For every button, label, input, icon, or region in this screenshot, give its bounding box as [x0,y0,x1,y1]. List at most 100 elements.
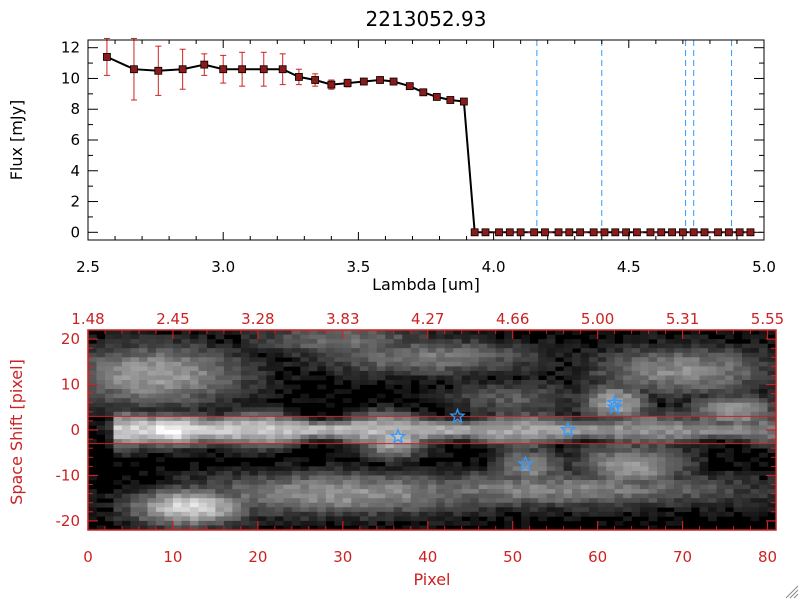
image-pixel [436,420,446,426]
image-pixel [623,425,632,431]
image-pixel [589,420,598,426]
image-pixel [606,430,615,435]
image-pixel [461,330,471,335]
image-pixel [96,389,106,394]
image-pixel [198,357,208,363]
image-pixel [665,366,675,372]
image-pixel [223,425,233,431]
image-pixel [342,420,352,426]
image-pixel [708,416,717,422]
image-pixel [96,343,106,349]
image-pixel [385,430,395,435]
image-pixel [308,398,318,404]
image-pixel [487,366,496,372]
image-pixel [708,339,717,344]
image-pixel [198,370,208,376]
image-pixel [257,357,267,363]
image-pixel [274,380,284,385]
image-pixel [291,334,301,340]
image-pixel [342,398,352,404]
image-pixel [538,511,547,517]
image-pixel [572,507,581,513]
image-pixel [623,393,632,399]
image-pixel [444,520,454,526]
image-pixel [215,357,225,363]
image-pixel [164,498,174,504]
image-pixel [453,516,463,522]
image-pixel [240,352,250,358]
image-pixel [665,416,675,422]
image-pixel [266,393,276,399]
image-pixel [308,330,318,335]
image-pixel [317,357,327,363]
image-pixel [240,448,250,454]
image-pixel [164,352,174,358]
image-pixel [725,370,734,376]
image-pixel [436,352,446,358]
image-pixel [648,484,658,490]
image-pixel [521,370,530,376]
image-pixel [725,407,734,413]
image-pixel [767,339,777,344]
image-pixel [121,407,131,413]
image-pixel [334,507,344,513]
image-pixel [597,461,607,467]
image-pixel [716,393,726,399]
image-pixel [300,420,310,426]
image-pixel [495,457,505,463]
image-pixel [266,411,276,417]
image-pixel [334,480,344,485]
image-pixel [257,334,267,340]
image-pixel [657,375,666,381]
image-pixel [232,439,242,444]
image-pixel [410,466,420,472]
image-pixel [538,461,547,467]
image-pixel [249,411,259,417]
image-pixel [334,334,344,340]
image-pixel [665,434,675,440]
image-pixel [172,343,182,349]
image-pixel [512,384,522,390]
flux-point-8 [278,65,287,74]
image-pixel [138,384,148,390]
image-pixel [198,493,208,499]
image-pixel [478,352,488,358]
image-pixel [682,420,692,426]
resize-grip-icon[interactable] [785,585,799,599]
image-y-tick-label-0: -20 [56,512,81,530]
image-pixel [665,489,675,494]
image-pixel [674,420,683,426]
image-pixel [614,475,624,481]
image-pixel [334,425,344,431]
image-pixel [589,457,598,463]
image-pixel [563,425,573,431]
image-pixel [147,398,157,404]
image-pixel [750,489,760,494]
image-pixel [444,425,454,431]
image-pixel [427,420,437,426]
image-pixel [96,420,106,426]
image-pixel [597,375,607,381]
image-pixel [96,407,106,413]
image-pixel [283,498,293,504]
image-pixel [470,398,480,404]
image-pixel [699,389,709,394]
image-pixel [419,466,429,472]
image-pixel [172,520,182,526]
image-pixel [725,366,734,372]
image-pixel [240,370,250,376]
image-pixel [223,420,233,426]
image-pixel [699,334,709,340]
image-pixel [113,384,123,390]
image-pixel [487,507,496,513]
image-pixel [181,361,191,367]
image-pixel [317,339,327,344]
image-pixel [155,416,165,422]
image-pixel [606,370,615,376]
image-pixel [427,452,437,458]
image-pixel [614,380,624,385]
image-pixel [580,430,590,435]
image-pixel [198,489,208,494]
image-pixel [614,370,624,376]
image-pixel [257,348,267,354]
